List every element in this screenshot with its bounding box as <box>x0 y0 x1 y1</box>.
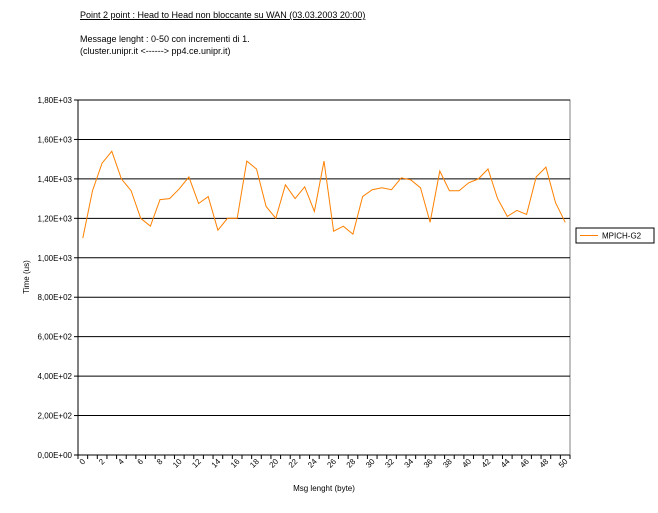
y-tick-label: 1,20E+03 <box>38 214 73 223</box>
y-tick-label: 2,00E+02 <box>38 412 73 421</box>
x-tick-label: 32 <box>383 457 396 470</box>
legend-box <box>575 227 655 244</box>
x-tick-label: 10 <box>171 457 184 470</box>
y-tick-label: 0,00E+00 <box>38 451 73 460</box>
plot-area <box>77 99 571 456</box>
x-axis-tick-labels: 0 2 4 6 8 10 12 14 16 18 20 22 24 26 28 30 32 34 36 38 40 42 4… <box>78 457 570 470</box>
y-tick-label: 6,00E+02 <box>38 333 73 342</box>
x-tick-label: 16 <box>229 457 242 470</box>
x-tick-label: 46 <box>518 457 531 470</box>
y-axis-label: Time (us) <box>22 260 31 294</box>
x-tick-label: 8 <box>155 457 165 467</box>
chart-title: Point 2 point : Head to Head non bloccan… <box>80 10 366 20</box>
x-axis-label: Msg lenght (byte) <box>293 484 355 493</box>
x-tick-label: 38 <box>441 457 454 470</box>
x-tick-label: 48 <box>538 457 551 470</box>
series-line-mpich-g2 <box>82 150 566 239</box>
y-tick-label: 1,80E+03 <box>38 96 73 105</box>
x-tick-label: 26 <box>325 457 338 470</box>
x-tick-label: 12 <box>190 457 203 470</box>
y-tick-label: 1,40E+03 <box>38 175 73 184</box>
x-tick-label: 30 <box>364 457 377 470</box>
chart-subtitle-message-length: Message lenght : 0-50 con incrementi di … <box>80 34 250 44</box>
gridlines <box>78 99 570 417</box>
x-tick-label: 40 <box>460 457 473 470</box>
x-tick-label: 24 <box>306 457 319 470</box>
x-tick-label: 2 <box>97 457 107 467</box>
y-tick-label: 1,60E+03 <box>38 135 73 144</box>
x-tick-label: 42 <box>480 457 493 470</box>
chart-subtitle-hosts: (cluster.unipr.it <------> pp4.ce.unipr.… <box>80 46 231 56</box>
x-tick-label: 50 <box>557 457 570 470</box>
x-tick-label: 6 <box>136 457 146 467</box>
x-tick-label: 22 <box>287 457 300 470</box>
legend: MPICH-G2 <box>575 227 655 244</box>
x-tick-label: 18 <box>248 457 261 470</box>
x-tick-label: 44 <box>499 457 512 470</box>
y-tick-label: 4,00E+02 <box>38 372 73 381</box>
y-tick-label: 8,00E+02 <box>38 293 73 302</box>
x-tick-label: 20 <box>268 457 281 470</box>
x-tick-label: 4 <box>116 457 126 467</box>
x-tick-label: 14 <box>210 457 223 470</box>
x-tick-label: 34 <box>403 457 416 470</box>
legend-label: MPICH-G2 <box>602 232 642 241</box>
x-tick-label: 36 <box>422 457 435 470</box>
y-tick-label: 1,00E+03 <box>38 254 73 263</box>
x-tick-label: 28 <box>345 457 358 470</box>
x-axis-tick-marks <box>77 455 571 459</box>
y-axis-tick-labels: 0,00E+00 2,00E+02 4,00E+02 6,00E+02 8,00E+02… <box>38 96 78 460</box>
x-tick-label: 0 <box>78 457 88 467</box>
